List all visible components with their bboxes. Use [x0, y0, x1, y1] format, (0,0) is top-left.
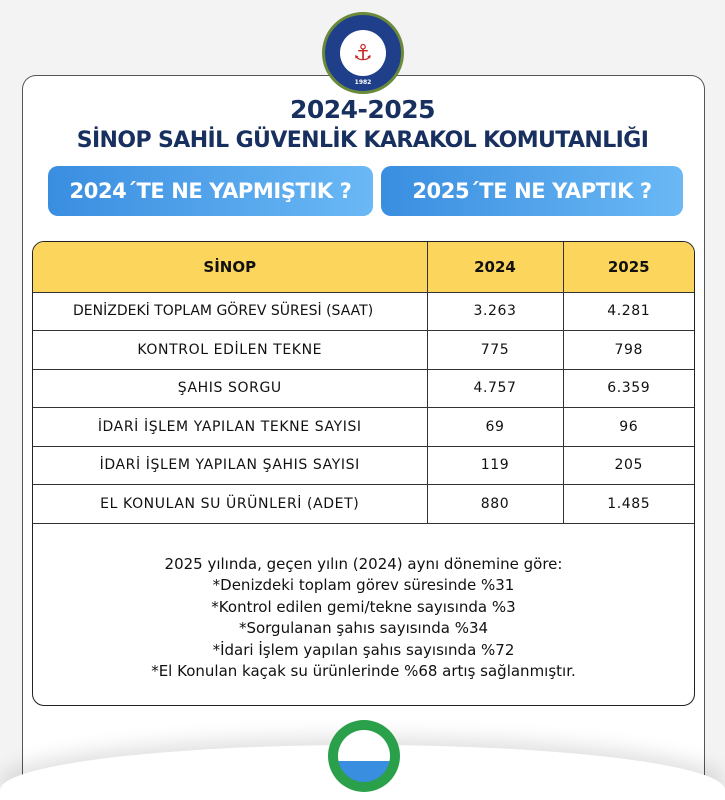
row-label: EL KONULAN SU ÜRÜNLERİ (ADET): [33, 484, 428, 524]
value-2024: 4.757: [427, 369, 564, 408]
page-title: SİNOP SAHİL GÜVENLİK KARAKOL KOMUTANLIĞI: [76, 128, 649, 153]
header-2024: 2024: [427, 242, 564, 293]
sinop-governorship-logo: [328, 720, 400, 792]
value-2025: 96: [563, 407, 694, 447]
note-item: *Sorgulanan şahıs sayısında %34: [238, 619, 489, 637]
coast-guard-logo: ⚓ 1982: [322, 12, 404, 94]
table-row: EL KONULAN SU ÜRÜNLERİ (ADET) 880 1.485: [33, 484, 694, 524]
header-sinop: SİNOP: [33, 242, 428, 293]
summary-notes: 2025 yılında, geçen yılın (2024) aynı dö…: [33, 524, 694, 683]
row-label: KONTROL EDİLEN TEKNE: [33, 330, 428, 370]
years-title: 2024-2025: [289, 95, 436, 124]
table-row: KONTROL EDİLEN TEKNE 775 798: [33, 330, 694, 370]
anchor-emblem-icon: ⚓: [340, 30, 386, 76]
row-label: DENİZDEKİ TOPLAM GÖREV SÜRESİ (SAAT): [33, 292, 428, 331]
value-2024: 119: [427, 446, 564, 485]
value-2025: 6.359: [563, 369, 694, 408]
table-row: ŞAHIS SORGU 4.757 6.359: [33, 369, 694, 408]
row-label: İDARİ İŞLEM YAPILAN ŞAHIS SAYISI: [33, 446, 428, 485]
pill-2025: 2025´TE NE YAPTIK ?: [381, 166, 683, 216]
value-2025: 798: [563, 330, 694, 370]
note-item: *El Konulan kaçak su ürünlerinde %68 art…: [151, 662, 576, 680]
note-item: *İdari İşlem yapılan şahıs sayısında %72: [212, 640, 515, 659]
note-item: *Kontrol edilen gemi/tekne sayısında %3: [211, 597, 516, 616]
value-2025: 1.485: [563, 484, 694, 524]
table-header-row: SİNOP 2024 2025: [33, 242, 694, 293]
note-item: *Denizdeki toplam görev süresinde %31: [212, 576, 515, 594]
value-2025: 205: [563, 446, 694, 485]
value-2024: 3.263: [427, 292, 564, 331]
table-row: İDARİ İŞLEM YAPILAN TEKNE SAYISI 69 96: [33, 407, 694, 447]
stats-table: SİNOP 2024 2025 DENİZDEKİ TOPLAM GÖREV S…: [32, 241, 695, 706]
note-intro: 2025 yılında, geçen yılın (2024) aynı dö…: [164, 554, 563, 573]
value-2024: 69: [427, 407, 564, 447]
value-2025: 4.281: [563, 292, 694, 331]
table-row: İDARİ İŞLEM YAPILAN ŞAHIS SAYISI 119 205: [33, 446, 694, 485]
header-2025: 2025: [563, 242, 694, 293]
sailboat-icon: [338, 730, 390, 782]
row-label: İDARİ İŞLEM YAPILAN TEKNE SAYISI: [33, 407, 428, 447]
table-row: DENİZDEKİ TOPLAM GÖREV SÜRESİ (SAAT) 3.26…: [33, 292, 694, 331]
row-label: ŞAHIS SORGU: [33, 369, 428, 408]
value-2024: 775: [427, 330, 564, 370]
pill-2024: 2024´TE NE YAPMIŞTIK ?: [48, 166, 373, 216]
value-2024: 880: [427, 484, 564, 524]
